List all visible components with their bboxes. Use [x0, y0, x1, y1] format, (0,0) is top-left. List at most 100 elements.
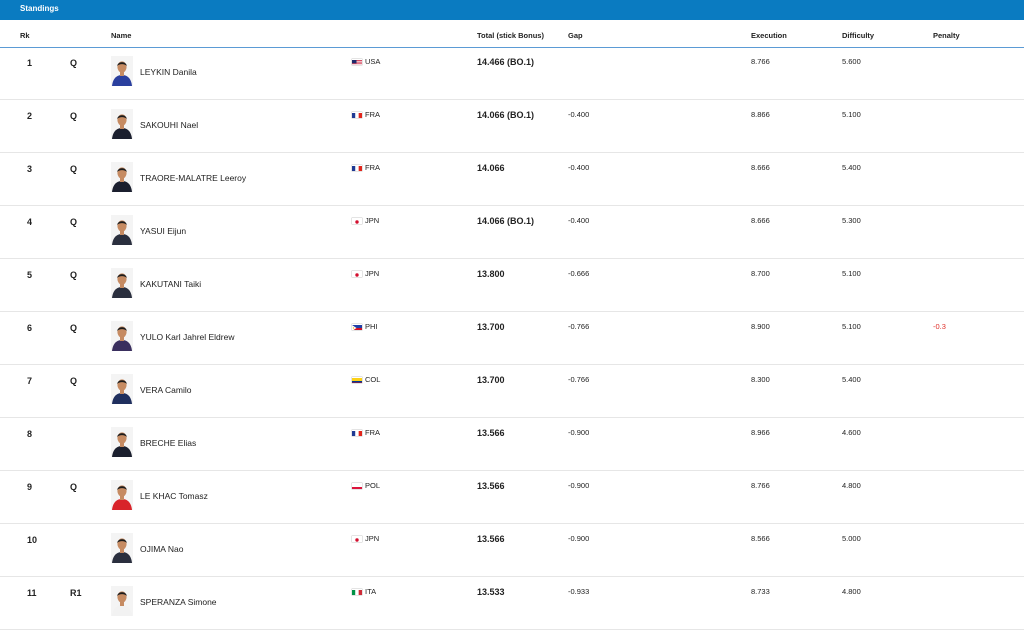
japan-flag-icon: [352, 271, 362, 277]
execution-score: 8.566: [751, 534, 770, 543]
nation: POL: [352, 481, 380, 490]
total-score: 13.566: [477, 428, 505, 438]
table-row[interactable]: 4 Q YASUI Eijun JPN 14.066 (BO.1) -0.400…: [0, 206, 1024, 259]
athlete-avatar[interactable]: [111, 109, 133, 139]
athlete-avatar[interactable]: [111, 427, 133, 457]
qualification-status: Q: [70, 323, 78, 333]
difficulty-score: 4.800: [842, 587, 861, 596]
qualification-status: Q: [70, 376, 78, 386]
rank: 4: [27, 217, 33, 227]
athlete-avatar[interactable]: [111, 586, 133, 616]
table-row[interactable]: 6 Q YULO Karl Jahrel Eldrew PHI 13.700 -…: [0, 312, 1024, 365]
execution-score: 8.766: [751, 481, 770, 490]
athlete-name[interactable]: OJIMA Nao: [140, 544, 184, 554]
france-flag-icon: [352, 430, 362, 436]
difficulty-score: 5.100: [842, 322, 861, 331]
poland-flag-icon: [352, 483, 362, 489]
athlete-avatar[interactable]: [111, 480, 133, 510]
table-row[interactable]: 8 BRECHE Elias FRA 13.566 -0.900 8.966 4…: [0, 418, 1024, 471]
nation-code: FRA: [365, 163, 380, 172]
nation: COL: [352, 375, 380, 384]
qualification-status: Q: [70, 217, 78, 227]
table-row[interactable]: 7 Q VERA Camilo COL 13.700 -0.766 8.300 …: [0, 365, 1024, 418]
athlete-name[interactable]: SPERANZA Simone: [140, 597, 217, 607]
table-row[interactable]: 9 Q LE KHAC Tomasz POL 13.566 -0.900 8.7…: [0, 471, 1024, 524]
athlete-name[interactable]: YASUI Eijun: [140, 226, 187, 236]
athlete-name[interactable]: SAKOUHI Nael: [140, 120, 199, 130]
execution-score: 8.866: [751, 110, 770, 119]
nation: USA: [352, 57, 380, 66]
nation: ITA: [352, 587, 376, 596]
nation-code: FRA: [365, 428, 380, 437]
athlete-avatar[interactable]: [111, 56, 133, 86]
column-penalty[interactable]: Penalty: [933, 31, 960, 40]
gap-value: -0.900: [568, 534, 590, 543]
usa-flag-icon: [352, 59, 362, 65]
difficulty-score: 5.100: [842, 269, 861, 278]
nation: FRA: [352, 163, 380, 172]
athlete-avatar[interactable]: [111, 321, 133, 351]
athlete-avatar[interactable]: [111, 268, 133, 298]
column-gap[interactable]: Gap: [568, 31, 583, 40]
execution-score: 8.733: [751, 587, 770, 596]
nation: JPN: [352, 534, 379, 543]
gap-value: -0.933: [568, 587, 590, 596]
athlete-name[interactable]: LEYKIN Danila: [140, 67, 197, 77]
table-row[interactable]: 1 Q LEYKIN Danila USA 14.466 (BO.1) 8.76…: [0, 47, 1024, 100]
athlete-avatar[interactable]: [111, 162, 133, 192]
gap-value: -0.766: [568, 375, 590, 384]
table-row[interactable]: 3 Q TRAORE-MALATRE Leeroy FRA 14.066 -0.…: [0, 153, 1024, 206]
column-rk[interactable]: Rk: [20, 31, 30, 40]
difficulty-score: 4.800: [842, 481, 861, 490]
column-total[interactable]: Total (stick Bonus): [477, 31, 544, 40]
athlete-name[interactable]: LE KHAC Tomasz: [140, 491, 208, 501]
standings-header-bar: Standings: [0, 0, 1024, 20]
column-execution[interactable]: Execution: [751, 31, 787, 40]
column-difficulty[interactable]: Difficulty: [842, 31, 875, 40]
execution-score: 8.666: [751, 216, 770, 225]
athlete-avatar[interactable]: [111, 374, 133, 404]
nation: PHI: [352, 322, 378, 331]
nation-code: USA: [365, 57, 381, 66]
penalty-value: -0.3: [933, 322, 946, 331]
table-row[interactable]: 2 Q SAKOUHI Nael FRA 14.066 (BO.1) -0.40…: [0, 100, 1024, 153]
athlete-name[interactable]: VERA Camilo: [140, 385, 192, 395]
total-score: 14.066: [477, 163, 505, 173]
gap-value: -0.400: [568, 216, 590, 225]
execution-score: 8.300: [751, 375, 770, 384]
difficulty-score: 5.300: [842, 216, 861, 225]
rank: 8: [27, 429, 33, 439]
qualification-status: Q: [70, 482, 78, 492]
athlete-avatar[interactable]: [111, 533, 133, 563]
athlete-name[interactable]: BRECHE Elias: [140, 438, 197, 448]
athlete-name[interactable]: YULO Karl Jahrel Eldrew: [140, 332, 235, 342]
france-flag-icon: [352, 112, 362, 118]
gap-value: -0.400: [568, 163, 590, 172]
athlete-avatar[interactable]: [111, 215, 133, 245]
column-name[interactable]: Name: [111, 31, 132, 40]
nation-code: FRA: [365, 110, 380, 119]
athlete-name[interactable]: TRAORE-MALATRE Leeroy: [140, 173, 247, 183]
nation-code: JPN: [365, 216, 380, 225]
athlete-name[interactable]: KAKUTANI Taiki: [140, 279, 202, 289]
rank: 3: [27, 164, 33, 174]
rank: 11: [27, 588, 37, 598]
rank: 2: [27, 111, 33, 121]
gap-value: -0.400: [568, 110, 590, 119]
nation: JPN: [352, 269, 379, 278]
table-row[interactable]: 10 OJIMA Nao JPN 13.566 -0.900 8.566 5.0…: [0, 524, 1024, 577]
qualification-status: R1: [70, 588, 82, 598]
total-score: 13.800: [477, 269, 505, 279]
table-header: Rk Name Total (stick Bonus) Gap Executio…: [0, 22, 1024, 48]
qualification-status: Q: [70, 164, 78, 174]
qualification-status: Q: [70, 270, 78, 280]
total-score: 14.466 (BO.1): [477, 57, 535, 67]
execution-score: 8.700: [751, 269, 770, 278]
table-row[interactable]: 11 R1 SPERANZA Simone ITA 13.533 -0.933 …: [0, 577, 1024, 630]
standings-title: Standings: [20, 4, 59, 13]
qualification-status: Q: [70, 111, 78, 121]
nation-code: JPN: [365, 534, 380, 543]
nation-code: JPN: [365, 269, 380, 278]
rank: 9: [27, 482, 33, 492]
table-row[interactable]: 5 Q KAKUTANI Taiki JPN 13.800 -0.666 8.7…: [0, 259, 1024, 312]
